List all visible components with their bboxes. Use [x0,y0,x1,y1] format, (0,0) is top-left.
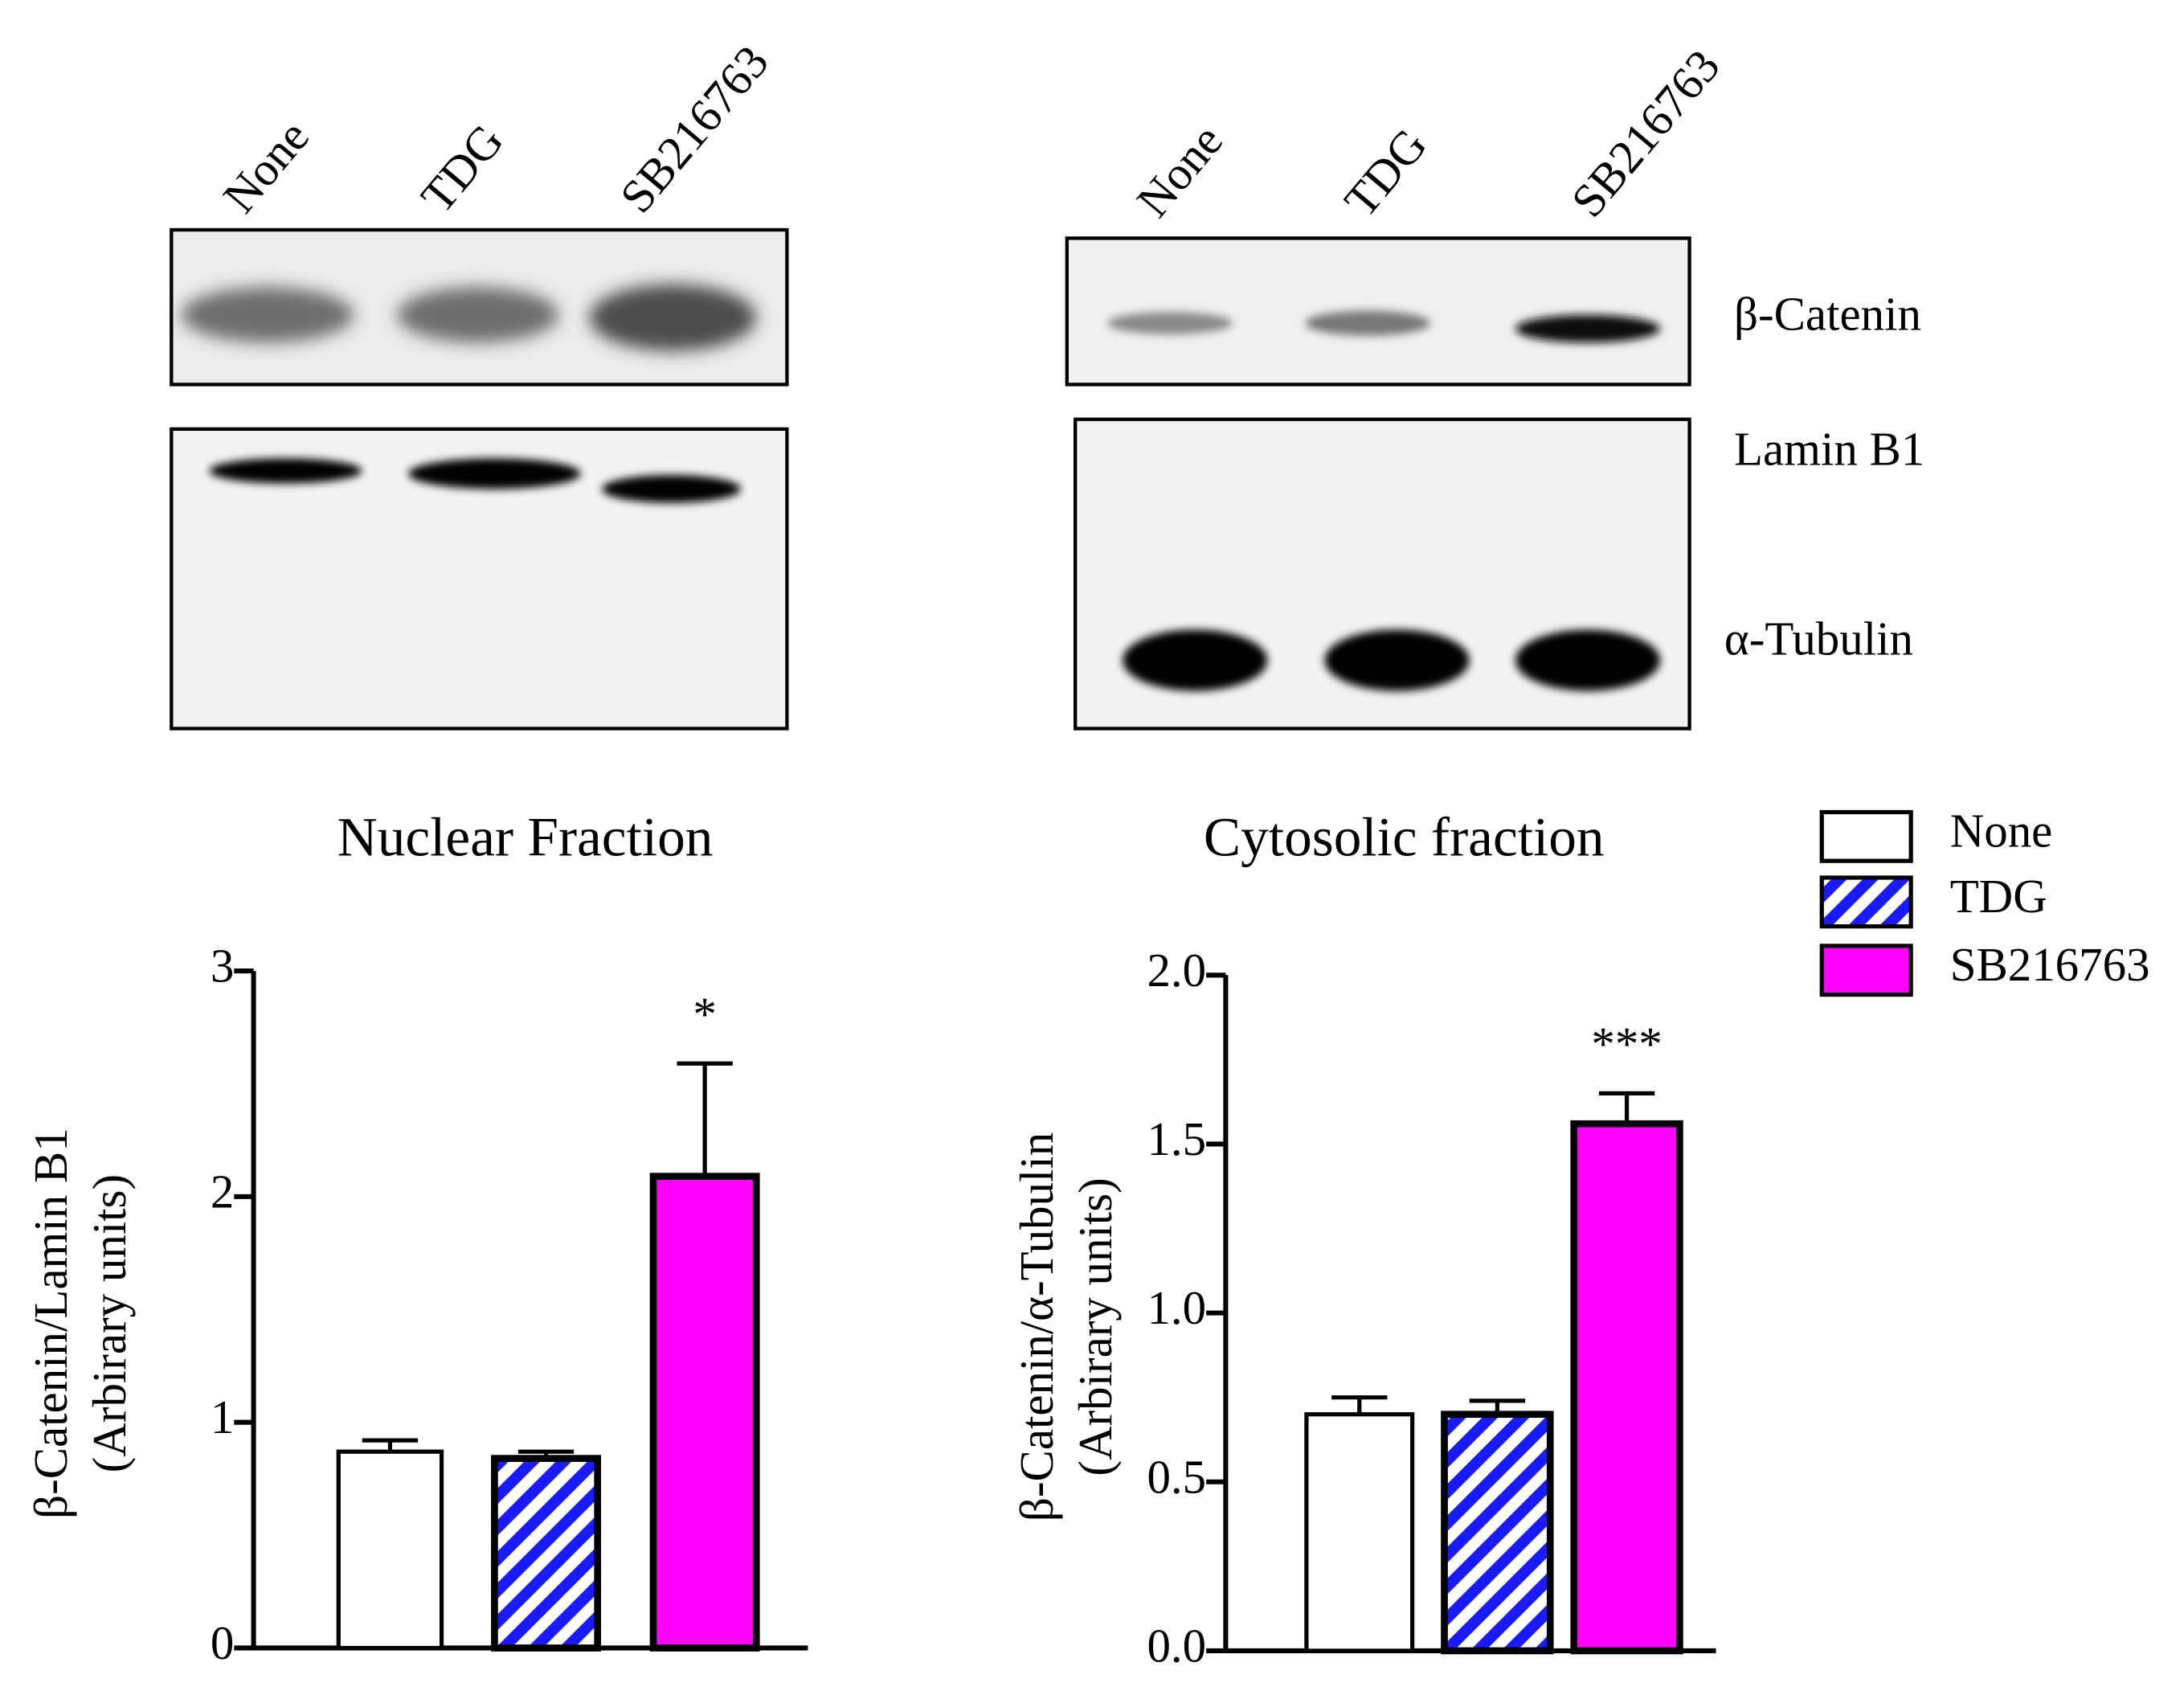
y-tick-label: 1 [211,1390,234,1443]
bar [491,1455,602,1652]
protein-label: α-Tubulin [1724,612,1913,665]
bar [1441,1411,1554,1655]
lane-label: SB216763 [1560,39,1730,227]
y-tick-label: 2.0 [1147,944,1206,997]
legend-label: None [1950,804,2053,857]
y-tick-label: 0.5 [1147,1450,1206,1503]
y-tick-label: 2 [211,1165,234,1218]
y-tick-label: 3 [211,940,234,993]
bar [1304,1412,1415,1653]
y-tick-label: 0 [211,1616,234,1669]
y-axis-label: β-Catenin/Lamin B1 [24,1128,77,1519]
legend-label: TDG [1950,870,2047,923]
bar [336,1449,444,1651]
y-axis-label: (Arbirary units) [1069,1177,1122,1476]
protein-label: Lamin B1 [1734,423,1924,476]
legend-swatch [1819,944,1913,997]
bar [1570,1120,1683,1655]
significance-label: *** [1591,1017,1662,1070]
y-axis-label: (Arbirary units) [83,1174,136,1472]
lane-label: SB216763 [610,35,779,223]
significance-label: * [693,987,716,1040]
bar [649,1173,760,1652]
y-tick-label: 1.0 [1147,1281,1206,1334]
legend-swatch [1819,809,1913,863]
lane-label: TDG [411,114,513,223]
y-tick-label: 0.0 [1147,1619,1206,1672]
y-axis-label: β-Catenin/α-Tubulin [1010,1132,1063,1521]
y-tick-label: 1.5 [1147,1112,1206,1165]
nuclear-blot [170,227,789,731]
lane-label: None [213,110,320,223]
cytosolic-blot [1065,236,1691,731]
legend-swatch [1819,875,1913,929]
lane-label: TDG [1334,118,1437,227]
lane-label: None [1127,114,1233,227]
protein-label: β-Catenin [1734,287,1921,340]
chart-title: Nuclear Fraction [337,806,714,868]
chart-title: Cytosolic fraction [1204,806,1605,868]
legend-label: SB216763 [1950,938,2150,991]
